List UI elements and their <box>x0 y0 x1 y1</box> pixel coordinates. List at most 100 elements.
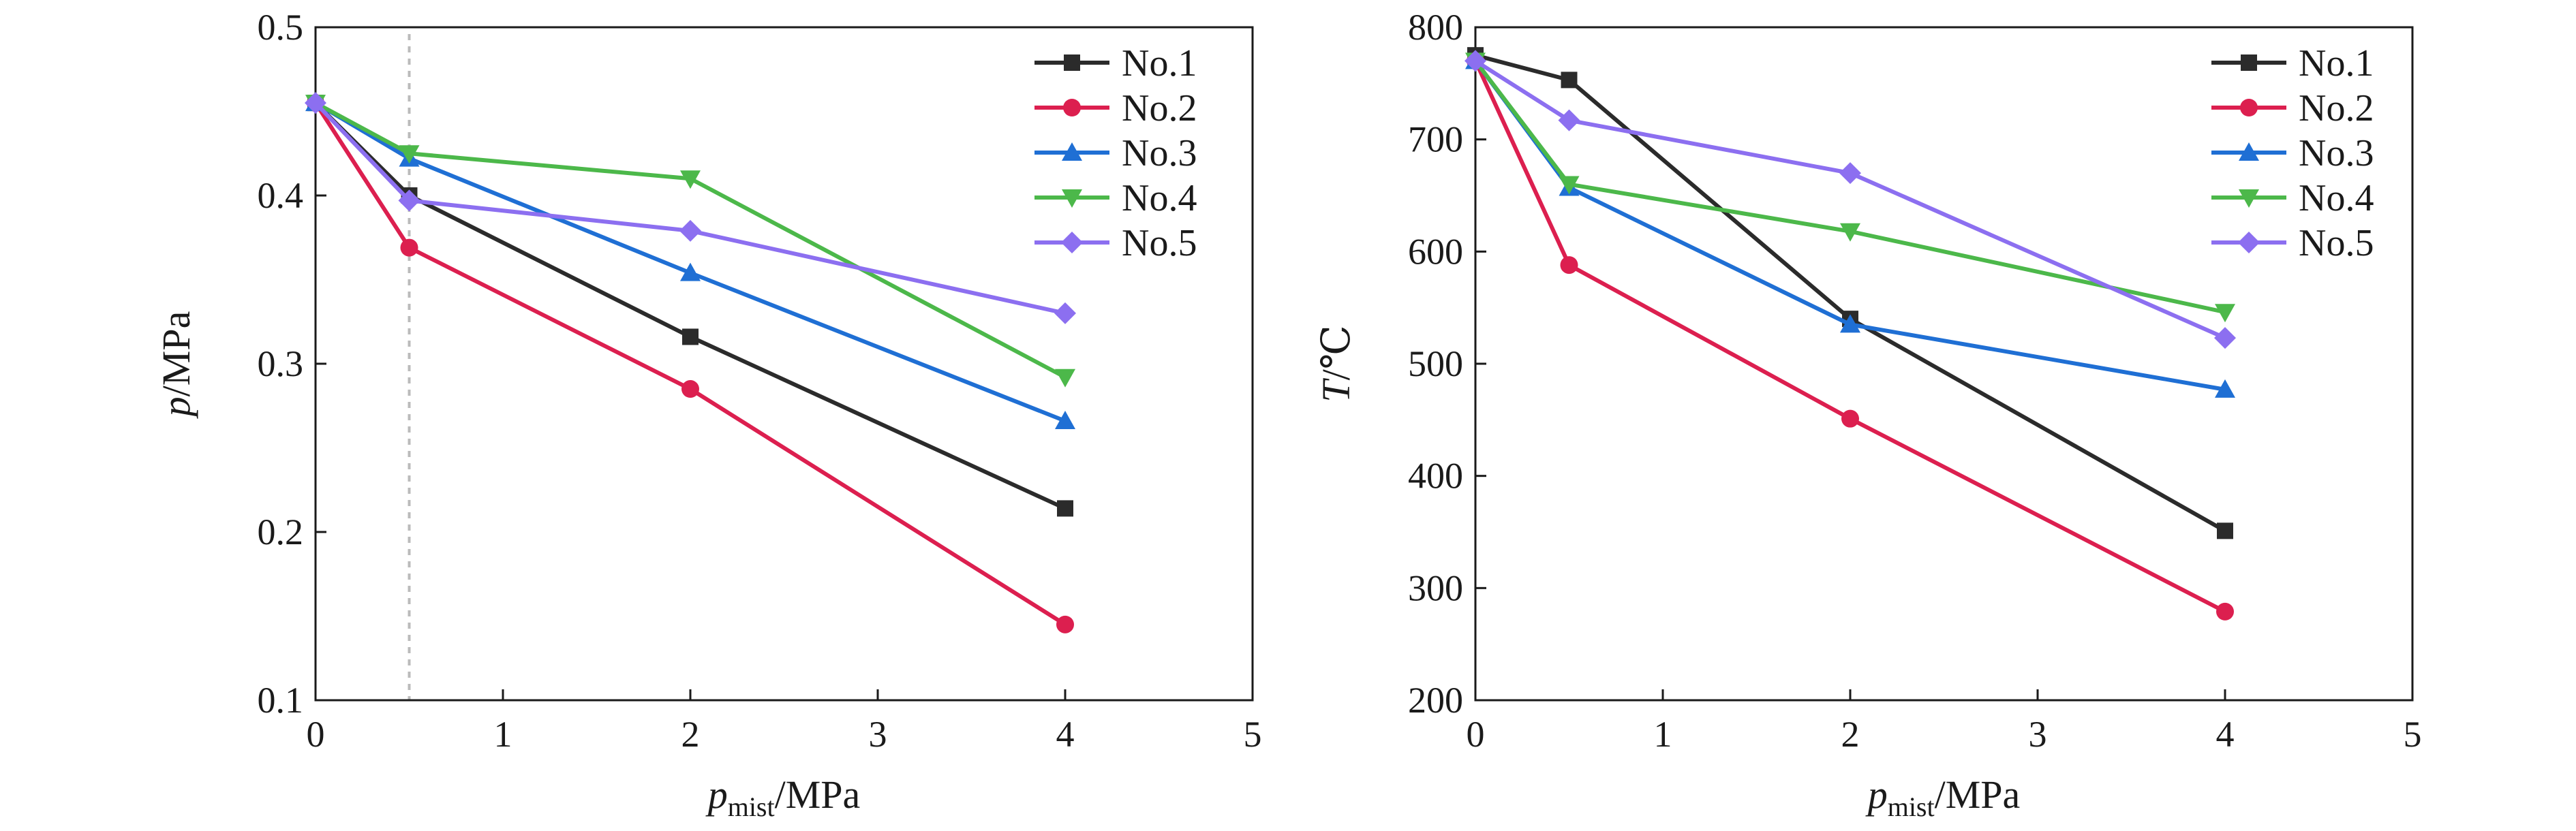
data-point <box>2216 602 2234 621</box>
y-tick-label: 0.5 <box>258 7 304 48</box>
legend-marker <box>1062 142 1082 161</box>
legend-marker <box>1063 99 1081 116</box>
legend-item: No.4 <box>1034 177 1197 219</box>
data-point <box>398 189 420 212</box>
series-line <box>313 101 1067 511</box>
legend-marker <box>2239 142 2259 161</box>
legend-item: No.3 <box>1034 132 1197 174</box>
y-tick-label: 800 <box>1408 7 1463 48</box>
y-tick-label: 500 <box>1408 343 1463 384</box>
series-line <box>1474 59 2226 340</box>
x-tick-label: 1 <box>1654 714 1672 755</box>
legend-marker <box>1064 54 1080 71</box>
data-point <box>682 328 699 345</box>
data-point <box>399 145 420 164</box>
y-tick-label: 200 <box>1408 680 1463 721</box>
legend-marker <box>2238 232 2260 253</box>
data-point <box>2215 379 2235 398</box>
series-no5 <box>1465 50 2236 349</box>
legend-item: No.5 <box>1034 222 1197 264</box>
legend-marker <box>2239 189 2259 208</box>
legend-label: No.5 <box>1122 222 1197 264</box>
series-no2 <box>1467 52 2234 621</box>
series-line <box>1473 59 2226 315</box>
data-point <box>680 170 701 189</box>
x-tick-label: 4 <box>2216 714 2235 755</box>
chart-panel-2: 0 1 2 3 4 5 200 300 400 500 600 700 800 pmist/MPa T/℃ N… <box>1314 7 2422 822</box>
x-tick-label: 0 <box>307 714 325 755</box>
series-line <box>314 101 1067 423</box>
data-point <box>1057 500 1073 517</box>
series-line <box>1473 60 2226 614</box>
data-point <box>1558 109 1580 131</box>
data-point <box>2214 327 2236 349</box>
series-line <box>313 101 1067 627</box>
legend-label: No.2 <box>1122 87 1197 129</box>
data-point <box>1465 50 1486 72</box>
series-no3 <box>305 93 1075 429</box>
data-point <box>2217 522 2233 539</box>
data-point <box>1840 314 1860 333</box>
data-point <box>1841 409 1859 428</box>
data-point <box>2215 304 2235 323</box>
y-axis-label: T/℃ <box>1314 325 1358 402</box>
legend-marker <box>1061 232 1083 253</box>
series-no1 <box>307 95 1073 517</box>
data-point <box>1840 223 1860 242</box>
data-point <box>1559 176 1580 195</box>
y-tick-label: 400 <box>1408 456 1463 497</box>
x-tick-label: 5 <box>1244 714 1262 755</box>
data-point <box>400 238 418 257</box>
x-tick-label: 3 <box>869 714 887 755</box>
legend-marker <box>2240 99 2258 116</box>
y-tick-label: 0.2 <box>258 512 304 552</box>
legend-label: No.1 <box>2299 42 2374 84</box>
data-point <box>679 219 701 242</box>
x-tick-label: 0 <box>1467 714 1485 755</box>
y-tick-label: 0.3 <box>258 343 304 384</box>
y-tick-label: 0.1 <box>258 680 304 721</box>
data-point <box>1839 162 1861 185</box>
x-tick-label: 4 <box>1056 714 1075 755</box>
data-point <box>1055 410 1075 429</box>
data-point <box>1054 302 1076 324</box>
y-tick-label: 600 <box>1408 231 1463 272</box>
legend-item: No.1 <box>1034 42 1197 84</box>
plot-frame <box>314 26 1254 702</box>
x-tick-label: 3 <box>2029 714 2047 755</box>
legend-item: No.1 <box>2211 42 2374 84</box>
x-axis-label: pmist/MPa <box>1865 772 2021 822</box>
data-point <box>680 262 701 281</box>
legend-label: No.2 <box>2299 87 2374 129</box>
series-no5 <box>305 92 1076 324</box>
y-axis-label: p/MPa <box>154 311 198 420</box>
chart-panel-1: 0 1 2 3 4 50.10.20.30.40.5pmist/MPap/MPaNo.1N… <box>154 7 1262 822</box>
y-tick-label: 300 <box>1408 567 1463 608</box>
legend-label: No.3 <box>2299 132 2374 174</box>
data-point <box>305 92 326 114</box>
legend-item: No.4 <box>2211 177 2374 219</box>
legend-item: No.3 <box>2211 132 2374 174</box>
y-tick-label: 0.4 <box>258 175 304 216</box>
legend-label: No.4 <box>2299 177 2374 219</box>
series-line <box>1475 53 2226 533</box>
series-line <box>314 101 1067 379</box>
legend-label: No.5 <box>2299 222 2374 264</box>
x-tick-label: 1 <box>494 714 512 755</box>
y-tick-label: 700 <box>1408 119 1463 160</box>
legend-item: No.2 <box>1034 87 1197 129</box>
legend-item: No.2 <box>2211 87 2374 129</box>
data-point <box>681 380 699 398</box>
x-tick-label: 5 <box>2404 714 2422 755</box>
series-line <box>313 101 1066 315</box>
x-tick-label: 2 <box>1841 714 1860 755</box>
legend-marker <box>1062 189 1082 208</box>
data-point <box>1561 72 1578 89</box>
legend-marker <box>2241 54 2257 71</box>
data-point <box>1055 369 1075 388</box>
x-tick-label: 2 <box>681 714 700 755</box>
legend-label: No.3 <box>1122 132 1197 174</box>
data-point <box>1056 615 1074 633</box>
data-point <box>1560 256 1578 275</box>
